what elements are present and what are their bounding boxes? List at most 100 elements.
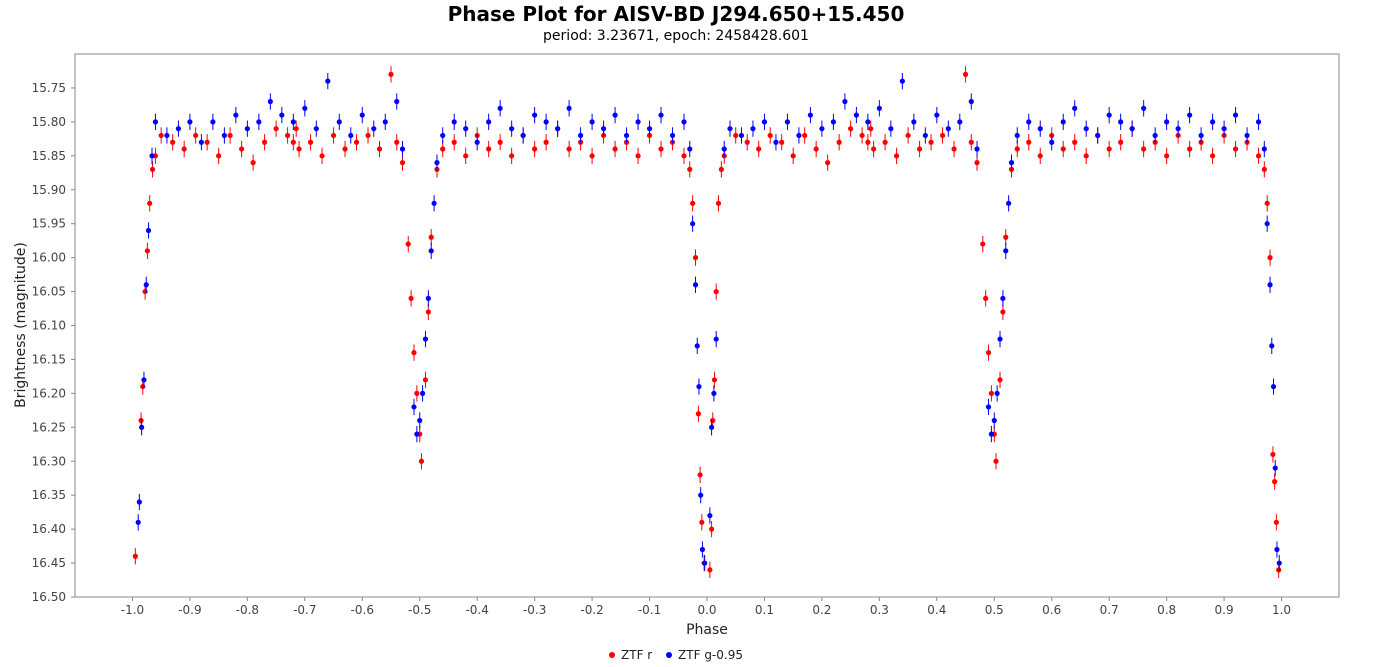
data-point [509,153,515,159]
data-point [718,166,724,172]
x-axis-label: Phase [686,622,728,638]
data-point [417,417,423,424]
x-tick-label: 0.5 [985,603,1004,617]
data-point [348,132,354,139]
data-point [1037,153,1043,159]
y-tick-label: 16.35 [32,488,66,502]
y-tick-label: 16.20 [32,386,66,400]
data-point [463,153,469,159]
data-point [1118,139,1124,145]
series-1 [135,73,1282,572]
data-point [1267,255,1273,261]
data-point [589,119,595,125]
data-point [394,139,400,145]
data-point [1164,119,1170,125]
y-axis-ticks: 15.75 15.80 15.85 15.90 15.95 16.00 16.05 16.10… [32,81,75,604]
data-point [497,139,503,145]
data-point [451,139,457,145]
data-point [694,343,700,349]
data-point [1272,479,1278,485]
y-tick-label: 16.50 [32,590,66,604]
x-tick-label: -0.4 [465,603,488,617]
data-point [1264,200,1270,206]
legend-marker-blue-dot-icon [666,652,673,658]
data-point [974,146,980,152]
data-point [1255,153,1262,159]
data-point [532,146,538,152]
data-point [784,119,791,125]
data-point [830,119,837,125]
data-point [1072,139,1078,145]
data-point [687,166,693,172]
data-point [853,112,859,118]
legend-item-ztf-r: ZTF r [609,648,652,662]
data-point [865,119,871,125]
data-point [1083,153,1089,159]
data-point [865,139,871,145]
data-point [695,411,701,417]
data-point [1276,560,1282,566]
legend-label-ztf-g: ZTF g-0.95 [678,648,743,662]
data-point [988,431,995,437]
data-point [848,126,854,132]
data-point [911,119,917,125]
data-point [532,112,538,118]
data-point [1261,166,1267,172]
data-point [711,377,718,383]
legend-label-ztf-r: ZTF r [621,648,653,662]
data-point [143,282,149,288]
series-layer [132,66,1282,578]
data-point [951,146,957,152]
data-point [1269,343,1275,349]
data-point [658,112,664,118]
data-point [451,119,457,125]
x-tick-label: -0.7 [293,603,316,617]
data-point [702,560,708,566]
data-point [555,126,561,132]
data-point [152,119,159,125]
y-tick-label: 15.80 [32,115,66,129]
data-point [136,499,142,505]
data-point [227,132,233,139]
data-point [1221,126,1227,132]
legend-marker-red-dot-icon [609,652,616,658]
data-point [1003,248,1009,254]
data-point [997,336,1003,342]
data-point [738,132,745,139]
data-point [279,112,285,118]
data-point [543,139,549,145]
data-point [1187,146,1193,152]
data-point [474,139,480,145]
chart-subtitle: period: 3.23671, epoch: 2458428.601 [543,28,809,44]
data-point [434,160,440,166]
data-point [813,146,819,152]
data-point [994,390,1000,396]
y-tick-label: 16.30 [32,454,66,468]
data-point [1210,153,1216,159]
data-point [934,112,940,118]
data-point [916,146,923,152]
data-point [428,248,434,254]
data-point [807,112,814,118]
data-point [1000,295,1006,301]
data-point [497,105,503,111]
data-point [399,146,406,152]
data-point [566,105,572,111]
x-tick-label: 0.9 [1215,603,1234,617]
data-point [1000,309,1006,315]
data-point [566,146,572,152]
data-point [411,350,417,356]
data-point [422,336,429,342]
data-point [882,139,888,145]
x-tick-label: 0.0 [697,603,716,617]
data-point [463,126,469,132]
data-point [388,71,394,77]
data-point [1267,282,1273,288]
data-point [1276,567,1282,573]
legend-item-ztf-g: ZTF g-0.95 [666,648,743,662]
data-point [991,417,997,424]
data-point [147,200,153,206]
data-point [144,248,150,254]
data-point [1270,451,1276,458]
data-point [727,126,733,132]
